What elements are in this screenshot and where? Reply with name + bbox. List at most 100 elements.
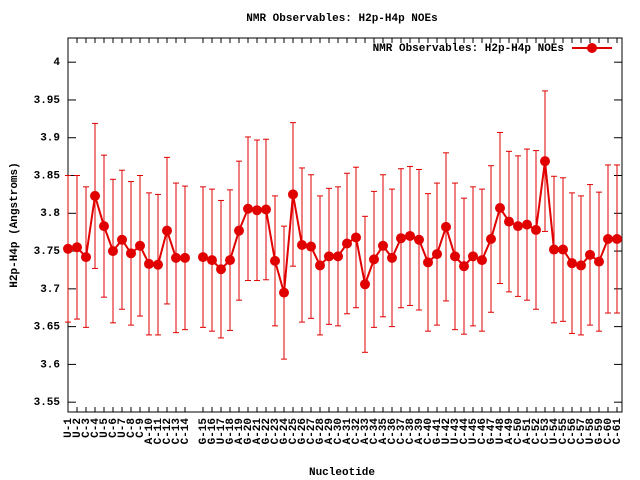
data-point xyxy=(225,255,235,266)
x-tick-label: C-4 xyxy=(90,418,102,438)
x-tick-label: C-8 xyxy=(126,418,138,438)
x-tick-label: U-45 xyxy=(468,418,480,445)
data-point xyxy=(360,279,370,290)
data-point xyxy=(342,238,352,249)
data-point xyxy=(117,234,127,245)
x-tick-label: G-20 xyxy=(243,418,255,444)
data-point xyxy=(486,233,496,244)
x-tick-label: A-21 xyxy=(252,418,264,445)
data-point xyxy=(558,244,568,255)
data-point xyxy=(297,240,307,251)
data-point xyxy=(405,230,415,241)
data-point xyxy=(207,255,217,266)
data-point xyxy=(198,252,208,263)
x-tick-label: C-60 xyxy=(603,418,615,444)
data-point xyxy=(63,243,73,254)
x-tick-label: C-55 xyxy=(558,418,570,445)
data-point xyxy=(477,255,487,266)
x-tick-label: C-53 xyxy=(540,418,552,445)
x-tick-label: U-58 xyxy=(585,418,597,445)
data-point xyxy=(243,203,253,214)
x-tick-label: C-23 xyxy=(270,418,282,445)
data-point xyxy=(81,252,91,263)
data-point xyxy=(216,264,226,275)
x-tick-label: G-24 xyxy=(279,418,291,445)
data-point xyxy=(603,233,613,244)
x-tick-label: C-57 xyxy=(576,418,588,444)
data-point xyxy=(279,287,289,298)
data-point xyxy=(234,225,244,236)
data-point xyxy=(549,244,559,255)
x-tick-label: U-42 xyxy=(441,418,453,444)
x-tick-label: U-17 xyxy=(216,418,228,444)
y-tick-label: 3.85 xyxy=(34,170,61,182)
data-point xyxy=(522,219,532,230)
data-point xyxy=(162,225,172,236)
x-tick-label: C-40 xyxy=(423,418,435,444)
data-point xyxy=(108,246,118,257)
x-tick-label: U-2 xyxy=(72,418,84,438)
x-tick-label: A-31 xyxy=(342,418,354,445)
data-point xyxy=(459,261,469,272)
x-tick-label: C-36 xyxy=(387,418,399,444)
x-tick-label: U-43 xyxy=(450,418,462,445)
x-tick-label: C-14 xyxy=(180,418,192,445)
data-point xyxy=(270,255,280,266)
x-tick-label: G-28 xyxy=(315,418,327,445)
x-tick-label: A-51 xyxy=(522,418,534,445)
x-tick-label: G-18 xyxy=(225,418,237,445)
legend-label: NMR Observables: H2p-H4p NOEs xyxy=(373,43,564,55)
data-point xyxy=(135,240,145,251)
data-point xyxy=(126,248,136,259)
y-tick-label: 4 xyxy=(53,57,60,69)
x-tick-label: C-6 xyxy=(108,418,120,438)
y-axis-label: H2p-H4p (Angstroms) xyxy=(9,162,21,287)
y-tick-label: 3.75 xyxy=(34,246,61,258)
x-tick-label: G-22 xyxy=(261,418,273,444)
x-tick-label: C-27 xyxy=(306,418,318,444)
plot-frame xyxy=(67,37,623,413)
data-point xyxy=(504,216,514,227)
data-point xyxy=(567,258,577,269)
x-tick-label: C-25 xyxy=(288,418,300,445)
x-tick-label: A-19 xyxy=(234,418,246,444)
x-tick-label: G-47 xyxy=(486,418,498,444)
data-point xyxy=(306,241,316,252)
x-tick-label: C-12 xyxy=(162,418,174,444)
x-tick-label: G-59 xyxy=(594,418,606,444)
data-point xyxy=(396,233,406,244)
x-tick-label: G-41 xyxy=(432,418,444,445)
data-point xyxy=(171,252,181,263)
y-tick-label: 3.8 xyxy=(40,208,60,220)
x-tick-label: C-44 xyxy=(459,418,471,445)
x-tick-label: C-30 xyxy=(333,418,345,444)
data-point xyxy=(423,257,433,268)
data-point xyxy=(90,190,100,201)
data-point xyxy=(387,252,397,263)
data-point xyxy=(315,260,325,271)
data-point xyxy=(594,256,604,267)
data-point xyxy=(261,204,271,215)
x-tick-label: C-11 xyxy=(153,418,165,445)
x-tick-label: C-3 xyxy=(81,418,93,438)
y-tick-label: 3.9 xyxy=(40,133,60,145)
data-point xyxy=(180,252,190,263)
x-axis-label: Nucleotide xyxy=(309,467,375,479)
x-tick-label: U-7 xyxy=(117,418,129,438)
x-tick-label: C-50 xyxy=(513,418,525,444)
x-tick-label: A-10 xyxy=(144,418,156,444)
data-point xyxy=(378,240,388,251)
data-point xyxy=(333,251,343,262)
data-point xyxy=(450,251,460,262)
y-tick-label: 3.6 xyxy=(40,359,60,371)
data-point xyxy=(153,259,163,270)
x-tick-label: C-32 xyxy=(351,418,363,444)
data-point xyxy=(72,242,82,253)
data-point xyxy=(324,251,334,262)
data-point xyxy=(351,232,361,243)
data-point xyxy=(252,205,262,216)
x-tick-label: C-13 xyxy=(171,418,183,445)
data-point xyxy=(513,221,523,232)
data-point xyxy=(612,233,622,244)
